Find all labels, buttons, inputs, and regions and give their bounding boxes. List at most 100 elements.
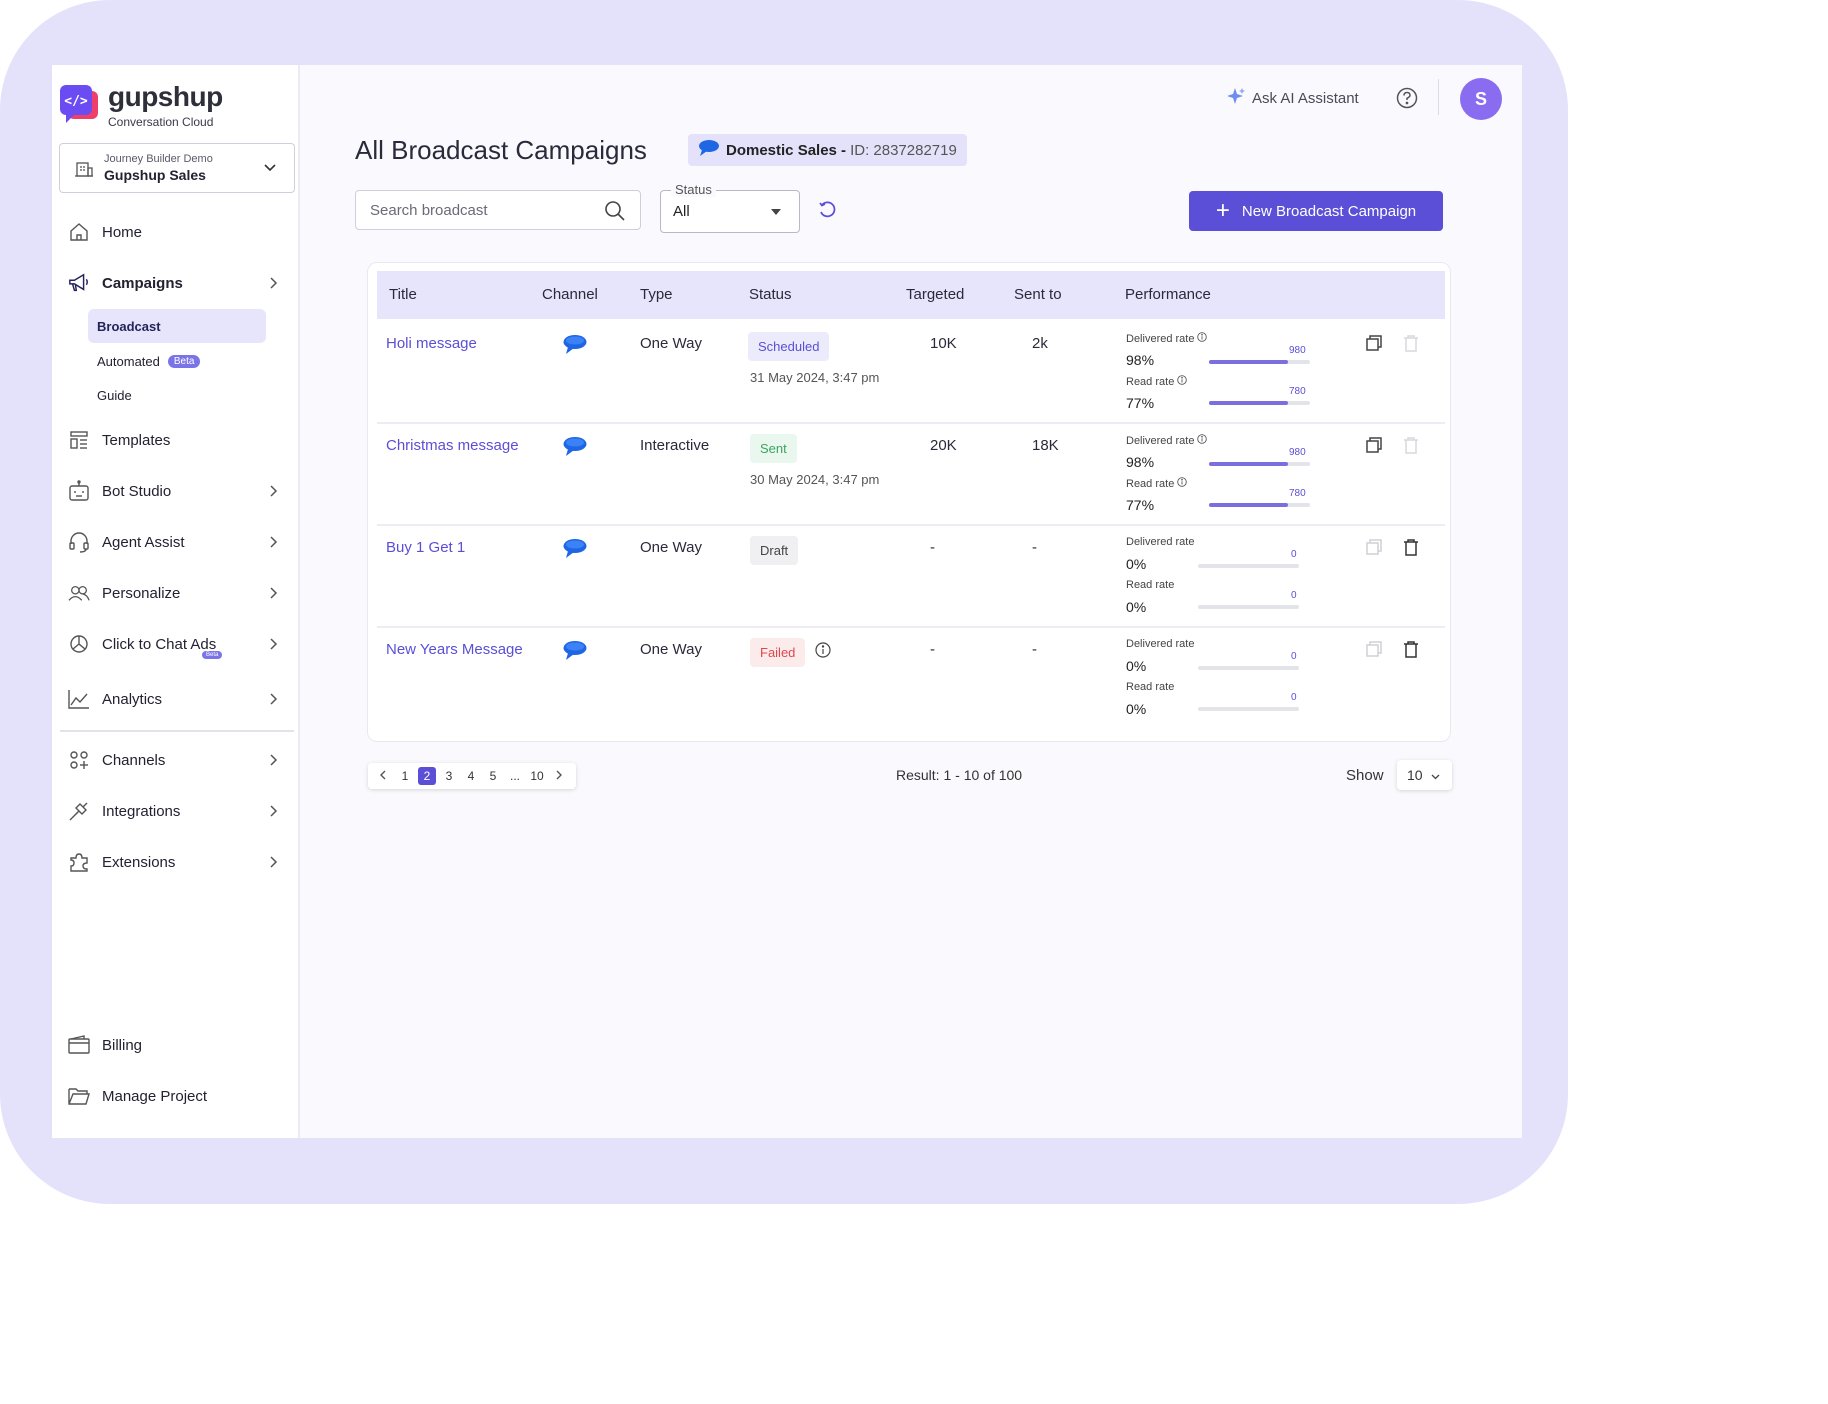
read-rate-value: 0% bbox=[1126, 599, 1147, 615]
brand-logo[interactable]: </> gupshup Conversation Cloud bbox=[60, 83, 223, 129]
chevron-down-icon bbox=[1431, 767, 1440, 783]
nav-analytics-label: Analytics bbox=[102, 690, 163, 708]
nav-agent-assist[interactable]: Agent Assist bbox=[68, 527, 278, 557]
delete-icon[interactable] bbox=[1402, 538, 1420, 561]
chevron-left-icon[interactable] bbox=[374, 769, 392, 783]
nav-click-to-chat-label: Click to Chat Ads bbox=[102, 635, 217, 653]
page-title: All Broadcast Campaigns bbox=[355, 135, 647, 165]
read-rate-value: 77% bbox=[1126, 395, 1155, 411]
page-10[interactable]: 10 bbox=[530, 769, 544, 783]
header-performance: Performance bbox=[1125, 286, 1211, 303]
page-2-current[interactable]: 2 bbox=[418, 767, 436, 785]
page-1[interactable]: 1 bbox=[401, 769, 409, 783]
nav-campaigns[interactable]: Campaigns bbox=[68, 268, 278, 298]
building-icon bbox=[74, 158, 94, 178]
nav-click-to-chat-ads[interactable]: Click to Chat Ads Beta bbox=[68, 629, 278, 659]
channels-icon bbox=[68, 749, 90, 771]
nav-manage-project[interactable]: Manage Project bbox=[68, 1081, 278, 1111]
info-icon bbox=[1177, 375, 1188, 388]
sent-to-count: 18K bbox=[1032, 437, 1059, 454]
table-row: Christmas message Interactive Sent 30 May 2… bbox=[377, 424, 1445, 526]
delete-icon[interactable] bbox=[1402, 640, 1420, 663]
refresh-icon[interactable] bbox=[818, 201, 838, 226]
sent-to-count: 2k bbox=[1032, 335, 1048, 352]
delivered-rate-label: Delivered rate bbox=[1126, 638, 1195, 650]
sidebar-divider bbox=[60, 730, 294, 732]
ask-ai-assistant-button[interactable]: Ask AI Assistant bbox=[1227, 87, 1359, 109]
campaign-type: One Way bbox=[640, 641, 702, 658]
nav-billing[interactable]: Billing bbox=[68, 1030, 278, 1060]
plug-icon bbox=[68, 800, 90, 822]
app-window: </> gupshup Conversation Cloud Journey B… bbox=[52, 65, 1522, 1138]
campaign-title-link[interactable]: Buy 1 Get 1 bbox=[386, 539, 466, 556]
delete-icon[interactable] bbox=[1402, 436, 1420, 459]
delivered-rate-bar bbox=[1198, 564, 1299, 568]
chevron-right-icon bbox=[270, 753, 278, 770]
campaign-title-link[interactable]: Christmas message bbox=[386, 437, 519, 454]
nav-bot-studio[interactable]: Bot Studio bbox=[68, 476, 278, 506]
new-broadcast-campaign-button[interactable]: + New Broadcast Campaign bbox=[1189, 191, 1443, 231]
nav-analytics[interactable]: Analytics bbox=[68, 684, 278, 714]
help-icon[interactable] bbox=[1396, 87, 1418, 114]
plus-icon: + bbox=[1215, 197, 1230, 224]
project-selector[interactable]: Journey Builder Demo Gupshup Sales bbox=[59, 143, 295, 193]
read-rate-label: Read rate bbox=[1126, 375, 1188, 388]
campaign-date: 30 May 2024, 3:47 pm bbox=[750, 472, 880, 487]
brand-name: gupshup bbox=[108, 81, 223, 112]
status-select[interactable]: Status All bbox=[660, 182, 800, 233]
chevron-right-icon bbox=[270, 535, 278, 552]
page-3[interactable]: 3 bbox=[445, 769, 453, 783]
nav-billing-label: Billing bbox=[102, 1036, 143, 1054]
subnav-broadcast[interactable]: Broadcast bbox=[88, 309, 266, 343]
chevron-down-icon bbox=[264, 159, 276, 177]
nav-channels[interactable]: Channels bbox=[68, 745, 278, 775]
duplicate-icon[interactable] bbox=[1365, 436, 1383, 459]
page-4[interactable]: 4 bbox=[467, 769, 475, 783]
subnav-automated[interactable]: Automated Beta bbox=[88, 344, 266, 378]
delivered-count: 980 bbox=[1289, 345, 1306, 356]
header-type: Type bbox=[640, 286, 673, 303]
duplicate-icon[interactable] bbox=[1365, 538, 1383, 561]
delete-icon[interactable] bbox=[1402, 334, 1420, 357]
nav-home[interactable]: Home bbox=[68, 217, 278, 247]
nav-personalize[interactable]: Personalize bbox=[68, 578, 278, 608]
search-placeholder: Search broadcast bbox=[370, 201, 488, 219]
page-5[interactable]: 5 bbox=[489, 769, 497, 783]
chat-bubble-icon bbox=[698, 139, 720, 161]
subnav-automated-label: Automated bbox=[97, 353, 160, 369]
delivered-count: 0 bbox=[1291, 549, 1297, 560]
read-count: 0 bbox=[1291, 692, 1297, 703]
page-size-select[interactable]: 10 bbox=[1397, 760, 1452, 790]
chevron-right-icon[interactable] bbox=[550, 769, 568, 783]
info-icon[interactable] bbox=[815, 642, 831, 662]
users-icon bbox=[68, 582, 90, 604]
header-sent-to: Sent to bbox=[1014, 286, 1062, 303]
brand-subtitle: Conversation Cloud bbox=[108, 115, 214, 129]
nav-templates[interactable]: Templates bbox=[68, 425, 278, 455]
user-avatar[interactable]: S bbox=[1460, 78, 1502, 120]
status-select-label: Status bbox=[671, 182, 716, 197]
delivered-count: 980 bbox=[1289, 447, 1306, 458]
duplicate-icon[interactable] bbox=[1365, 640, 1383, 663]
channel-chat-bubble-icon bbox=[562, 436, 588, 462]
targeted-count: - bbox=[930, 641, 935, 658]
campaign-title-link[interactable]: Holi message bbox=[386, 335, 477, 352]
project-name: Gupshup Sales bbox=[104, 167, 206, 183]
gupshup-logo-icon: </> bbox=[60, 83, 100, 123]
account-name: Domestic Sales - bbox=[726, 141, 847, 159]
nav-templates-label: Templates bbox=[102, 431, 171, 449]
channel-chat-bubble-icon bbox=[562, 640, 588, 666]
search-input[interactable]: Search broadcast bbox=[355, 190, 641, 230]
analytics-icon bbox=[68, 688, 90, 710]
nav-extensions[interactable]: Extensions bbox=[68, 847, 278, 877]
subnav-guide[interactable]: Guide bbox=[88, 378, 266, 412]
chevron-right-icon bbox=[270, 804, 278, 821]
search-icon[interactable] bbox=[604, 200, 626, 226]
nav-extensions-label: Extensions bbox=[102, 853, 176, 871]
campaign-title-link[interactable]: New Years Message bbox=[386, 641, 523, 658]
header-status: Status bbox=[749, 286, 792, 303]
nav-integrations[interactable]: Integrations bbox=[68, 796, 278, 826]
read-count: 780 bbox=[1289, 488, 1306, 499]
table-row: Buy 1 Get 1 One Way Draft - - Delivered rate 0… bbox=[377, 526, 1445, 628]
duplicate-icon[interactable] bbox=[1365, 334, 1383, 357]
